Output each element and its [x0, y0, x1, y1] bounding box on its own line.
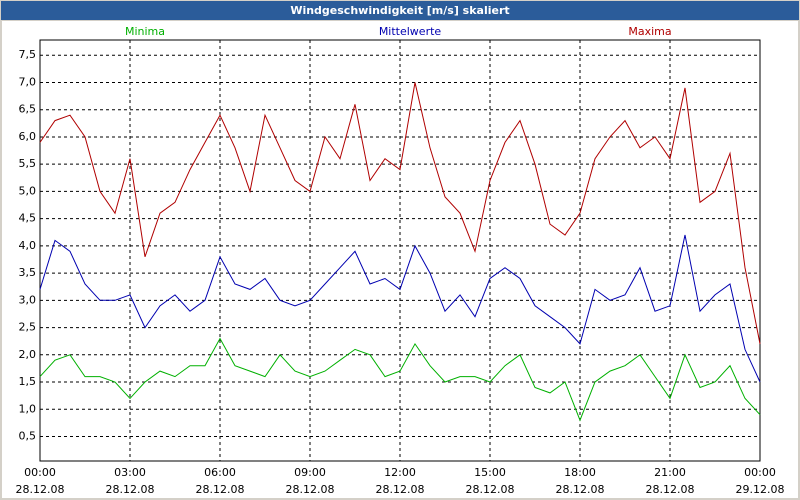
- x-tick-date: 28.12.08: [286, 483, 335, 496]
- y-tick-label: 1,0: [19, 402, 37, 415]
- x-tick-date: 28.12.08: [16, 483, 65, 496]
- y-tick-label: 3,5: [19, 266, 37, 279]
- y-tick-label: 2,5: [19, 321, 37, 334]
- x-tick-date: 28.12.08: [556, 483, 605, 496]
- x-tick-label: 09:00: [294, 466, 326, 479]
- y-tick-label: 0,5: [19, 429, 37, 442]
- x-tick-date: 29.12.08: [736, 483, 785, 496]
- y-tick-label: 5,0: [19, 184, 37, 197]
- legend-entry: Mittelwerte: [379, 25, 442, 38]
- x-tick-label: 06:00: [204, 466, 236, 479]
- x-tick-date: 28.12.08: [106, 483, 155, 496]
- y-tick-label: 4,5: [19, 212, 37, 225]
- x-tick-date: 28.12.08: [646, 483, 695, 496]
- series-line: [39, 82, 761, 344]
- y-tick-label: 4,0: [19, 239, 37, 252]
- x-tick-label: 00:00: [24, 466, 56, 479]
- x-tick-label: 18:00: [564, 466, 596, 479]
- x-tick-label: 15:00: [474, 466, 506, 479]
- x-tick-label: 12:00: [384, 466, 416, 479]
- x-tick-label: 00:00: [744, 466, 776, 479]
- y-tick-label: 1,5: [19, 375, 37, 388]
- y-tick-label: 2,0: [19, 348, 37, 361]
- title-bar: [1, 1, 799, 20]
- legend-entry: Maxima: [628, 25, 671, 38]
- series-line: [39, 337, 761, 422]
- chart-title: Windgeschwindigkeit [m/s] skaliert: [290, 4, 509, 17]
- x-tick-date: 28.12.08: [196, 483, 245, 496]
- legend-entry: Minima: [125, 25, 165, 38]
- x-tick-label: 03:00: [114, 466, 146, 479]
- series-line: [39, 234, 761, 383]
- y-tick-label: 6,5: [19, 103, 37, 116]
- y-tick-label: 5,5: [19, 157, 37, 170]
- x-tick-date: 28.12.08: [466, 483, 515, 496]
- x-tick-date: 28.12.08: [376, 483, 425, 496]
- y-tick-label: 7,5: [19, 48, 37, 61]
- x-tick-label: 21:00: [654, 466, 686, 479]
- y-tick-label: 7,0: [19, 75, 37, 88]
- y-tick-label: 6,0: [19, 130, 37, 143]
- y-tick-label: 3,0: [19, 293, 37, 306]
